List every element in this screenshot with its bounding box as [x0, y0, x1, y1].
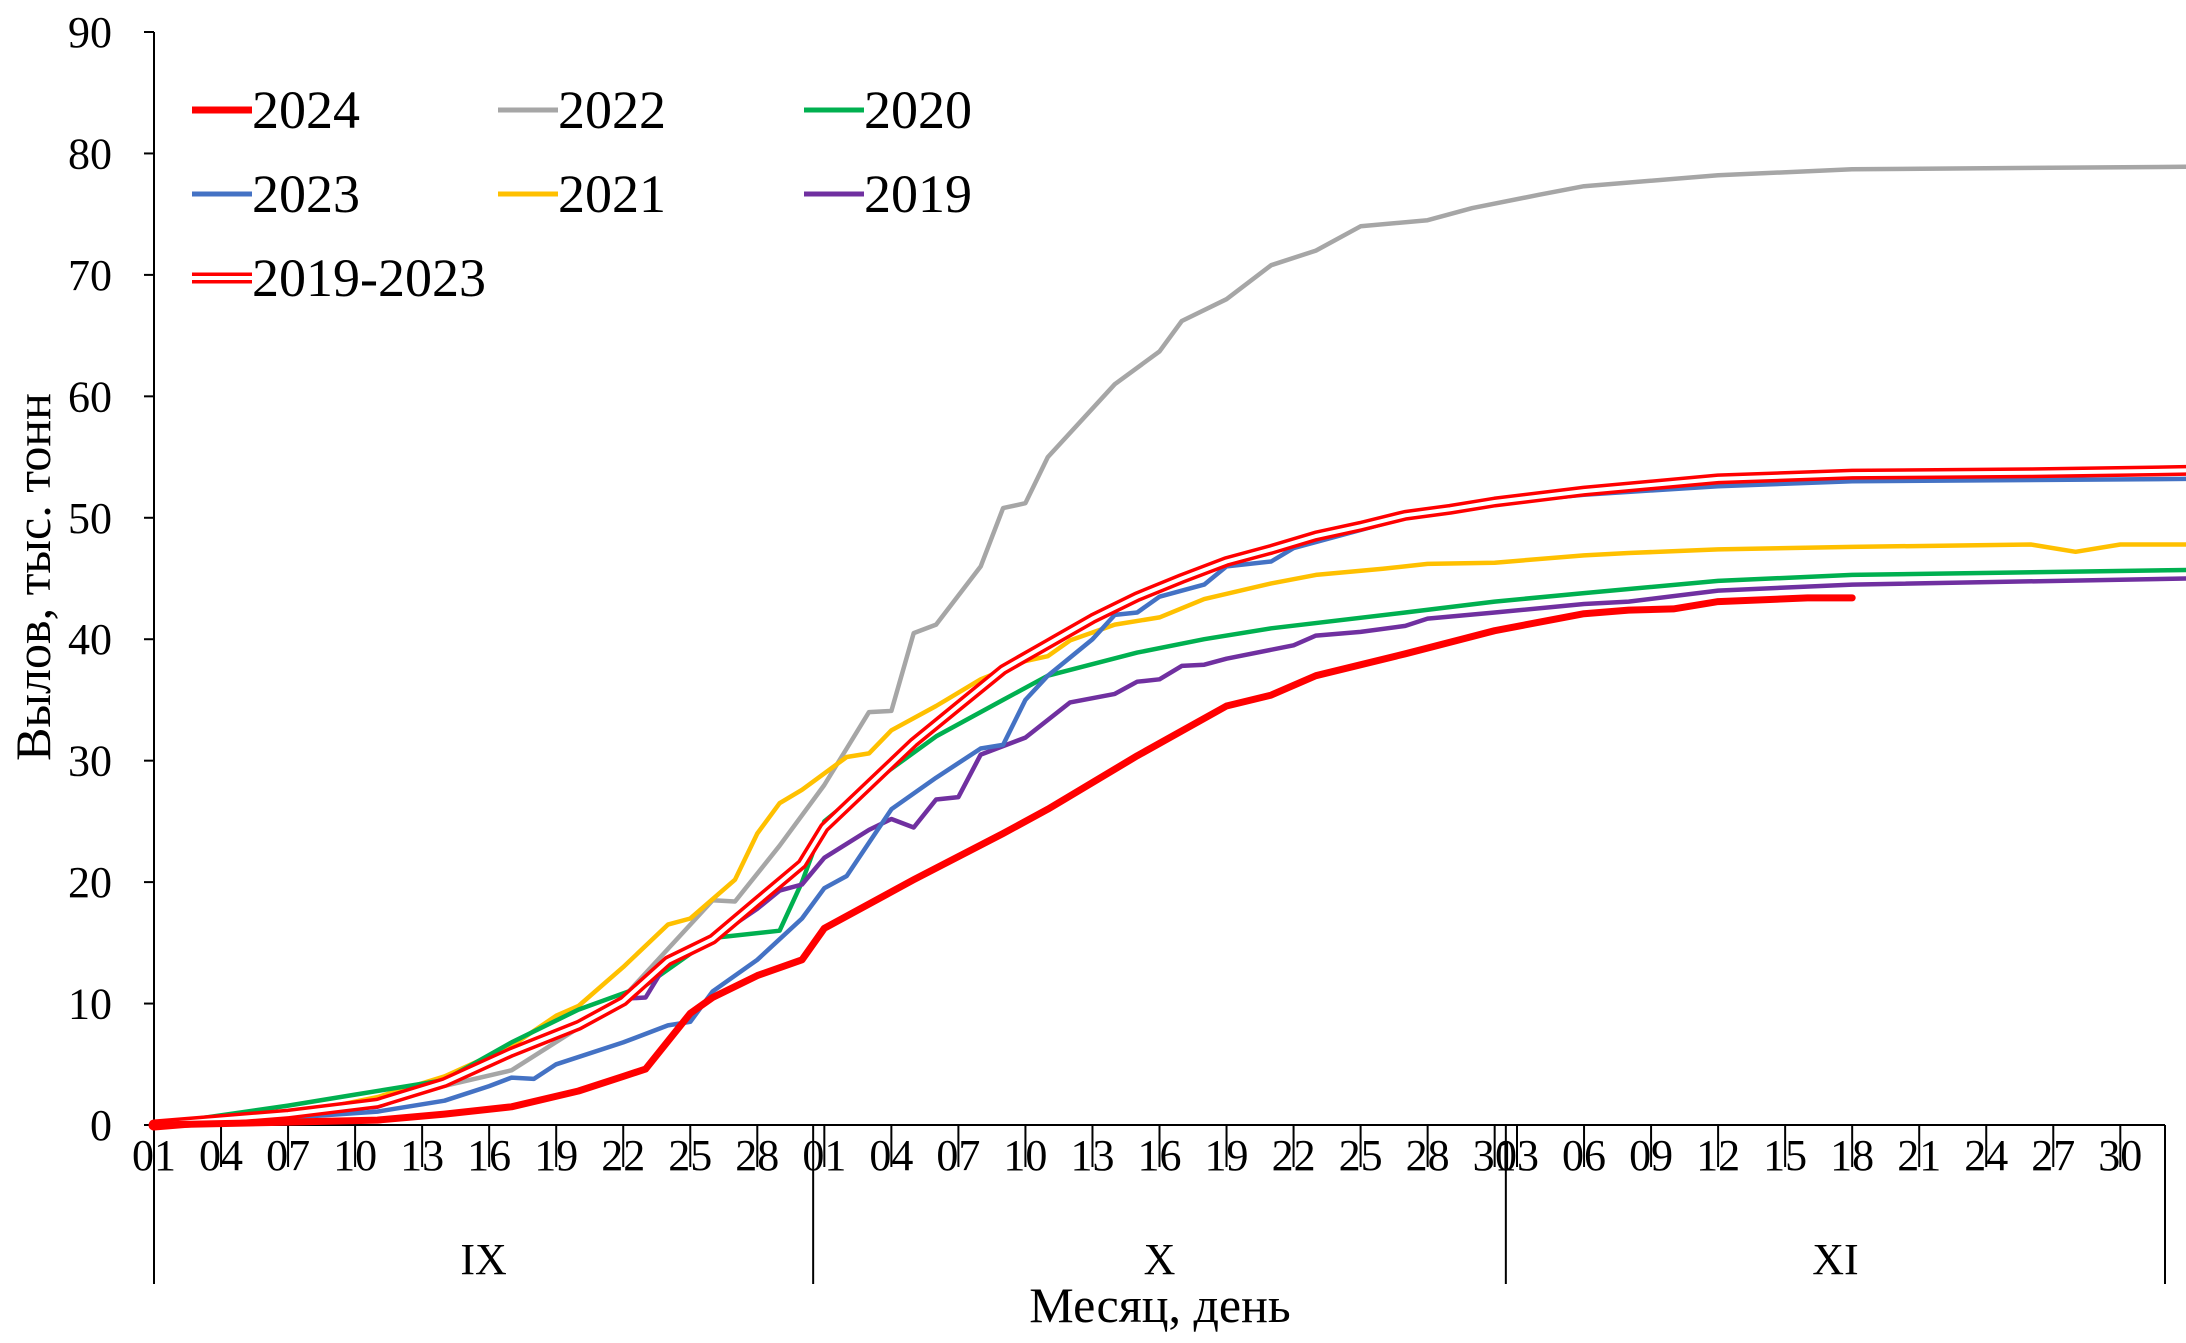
month-label: IX: [460, 1235, 506, 1284]
x-tick-label: 15: [1763, 1131, 1807, 1180]
x-tick-label: 13: [1070, 1131, 1114, 1180]
x-tick-label: 27: [2031, 1131, 2075, 1180]
x-tick-label: 28: [1406, 1131, 1450, 1180]
legend-label: 2019: [864, 164, 972, 224]
month-label: X: [1144, 1235, 1176, 1284]
y-tick-label: 90: [68, 8, 112, 57]
x-tick-label: 04: [199, 1131, 243, 1180]
x-tick-label: 19: [534, 1131, 578, 1180]
x-tick-label: 16: [467, 1131, 511, 1180]
x-tick-label: 19: [1205, 1131, 1249, 1180]
y-axis-ticks: 0 10 20 30 40 50 60 70 80 90: [68, 8, 154, 1150]
legend-label: 2024: [252, 80, 360, 140]
legend-label: 2022: [558, 80, 666, 140]
legend-item-2019-2023: 2019-2023: [192, 248, 486, 308]
y-tick-label: 0: [90, 1101, 112, 1150]
y-tick-label: 80: [68, 129, 112, 178]
series-inner: [152, 468, 2186, 1127]
y-tick-label: 10: [68, 980, 112, 1029]
x-tick-label: 16: [1138, 1131, 1182, 1180]
x-tick-label: 07: [266, 1131, 310, 1180]
x-axis-ticks: 01 04 07 10 13 16 19 22 25 28 01 04 07 10 13 16 19 22 25 28…: [132, 1125, 2166, 1284]
x-tick-label: 31: [1473, 1131, 1517, 1180]
series-line-2021: [151, 542, 2186, 1128]
x-axis-title: Месяц, день: [1029, 1277, 1290, 1333]
x-tick-label: 25: [668, 1131, 712, 1180]
y-tick-label: 70: [68, 251, 112, 300]
series-line-2019-2023: [148, 464, 2186, 1131]
x-tick-label: 03: [1495, 1131, 1539, 1180]
legend-label: 2023: [252, 164, 360, 224]
legend-label: 2020: [864, 80, 972, 140]
series-line-2019: [151, 576, 2186, 1128]
y-tick-label: 50: [68, 494, 112, 543]
x-tick-label: 28: [735, 1131, 779, 1180]
x-tick-label: 24: [1964, 1131, 2008, 1180]
series-line-2022: [151, 164, 2186, 1128]
y-axis-title: Вылов, тыс. тонн: [5, 393, 61, 761]
x-tick-label: 22: [1272, 1131, 1316, 1180]
month-label: XI: [1812, 1235, 1858, 1284]
x-tick-label: 30: [2098, 1131, 2142, 1180]
series-line-2024: [150, 594, 1856, 1129]
series-lines: [148, 164, 2186, 1131]
y-tick-label: 30: [68, 737, 112, 786]
x-tick-label: 09: [1629, 1131, 1673, 1180]
legend-item-2021: 2021: [498, 164, 666, 224]
y-tick-label: 40: [68, 615, 112, 664]
legend-label: 2019-2023: [252, 248, 486, 308]
x-tick-label: 10: [333, 1131, 377, 1180]
x-tick-label: 10: [1003, 1131, 1047, 1180]
x-tick-label: 07: [936, 1131, 980, 1180]
x-tick-label: 25: [1339, 1131, 1383, 1180]
y-tick-label: 60: [68, 372, 112, 421]
legend-item-2024: 2024: [192, 80, 360, 140]
legend-item-2023: 2023: [192, 164, 360, 224]
x-tick-label: 13: [400, 1131, 444, 1180]
legend-item-2022: 2022: [498, 80, 666, 140]
x-tick-label: 12: [1696, 1131, 1740, 1180]
x-tick-label: 22: [601, 1131, 645, 1180]
x-tick-label: 04: [869, 1131, 913, 1180]
legend: 2024 2022 2020 2023 2021 2019 2019-2023: [192, 80, 972, 308]
series-line-2020: [151, 567, 2186, 1128]
legend-label: 2021: [558, 164, 666, 224]
legend-item-2020: 2020: [804, 80, 972, 140]
x-tick-label: 06: [1562, 1131, 1606, 1180]
legend-item-2019: 2019: [804, 164, 972, 224]
x-tick-label: 01: [802, 1131, 846, 1180]
series-outline: [148, 464, 2186, 1131]
x-tick-label: 18: [1830, 1131, 1874, 1180]
y-tick-label: 20: [68, 858, 112, 907]
x-tick-label: 21: [1897, 1131, 1941, 1180]
